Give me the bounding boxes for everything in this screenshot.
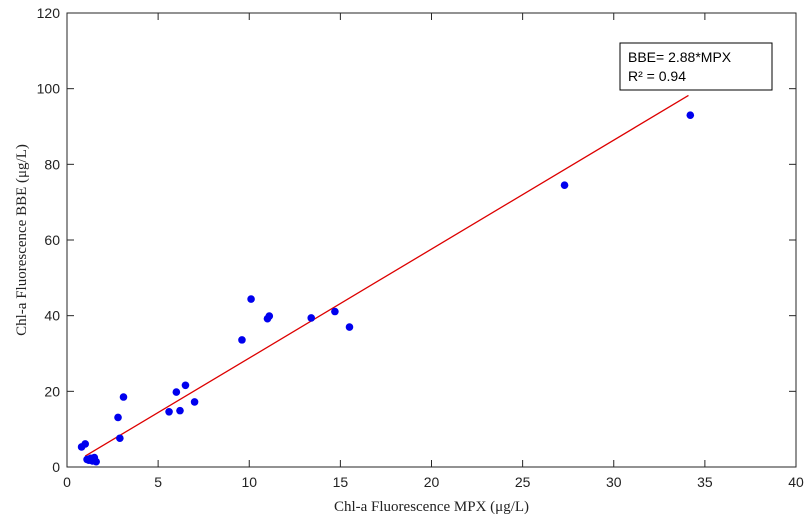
data-point bbox=[247, 295, 255, 303]
fit-line bbox=[84, 94, 689, 457]
y-tick-label: 0 bbox=[52, 459, 60, 475]
fit-equation: BBE= 2.88*MPX bbox=[628, 49, 732, 65]
data-point bbox=[165, 407, 173, 416]
data-point bbox=[116, 434, 124, 443]
x-tick-label: 35 bbox=[697, 474, 713, 490]
y-tick-label: 120 bbox=[37, 5, 61, 21]
fit-annotation-box bbox=[619, 42, 773, 91]
x-tick-label: 20 bbox=[424, 474, 440, 490]
y-axis-label: Chl-a Fluorescence BBE (μg/L) bbox=[14, 144, 30, 336]
data-point bbox=[114, 413, 122, 422]
x-tick-label: 25 bbox=[515, 474, 531, 490]
data-point bbox=[331, 307, 339, 316]
x-axis-label: Chl-a Fluorescence MPX (μg/L) bbox=[334, 499, 529, 515]
data-point bbox=[92, 457, 100, 466]
y-tick-label: 100 bbox=[37, 81, 61, 97]
fit-r-squared: R² = 0.94 bbox=[628, 68, 686, 84]
x-tick-label: 5 bbox=[154, 474, 162, 490]
x-tick-label: 30 bbox=[606, 474, 622, 490]
x-tick-label: 10 bbox=[241, 474, 257, 490]
x-tick-label: 15 bbox=[333, 474, 349, 490]
data-point bbox=[172, 388, 181, 396]
data-point bbox=[190, 398, 199, 406]
data-point bbox=[345, 323, 354, 331]
x-tick-label: 0 bbox=[63, 474, 71, 490]
y-axis: 0 20 40 60 80 100 120 bbox=[37, 5, 796, 475]
data-point bbox=[81, 440, 90, 448]
points-layer bbox=[77, 111, 695, 466]
fit-line-layer bbox=[84, 94, 689, 457]
data-point bbox=[181, 381, 190, 390]
y-tick-label: 60 bbox=[44, 232, 60, 248]
y-tick-label: 80 bbox=[44, 156, 60, 172]
data-point bbox=[238, 336, 246, 344]
data-point bbox=[176, 406, 184, 415]
data-point bbox=[560, 181, 569, 189]
y-tick-label: 20 bbox=[44, 383, 60, 399]
y-tick-label: 40 bbox=[44, 308, 60, 324]
data-point bbox=[686, 111, 695, 119]
fit-annotation: BBE= 2.88*MPX R² = 0.94 bbox=[619, 42, 773, 91]
x-tick-label: 40 bbox=[788, 474, 804, 490]
data-point bbox=[307, 314, 316, 322]
data-point bbox=[265, 312, 274, 320]
x-axis: 0 5 10 15 20 25 30 35 40 bbox=[63, 13, 804, 490]
data-point bbox=[119, 393, 128, 401]
